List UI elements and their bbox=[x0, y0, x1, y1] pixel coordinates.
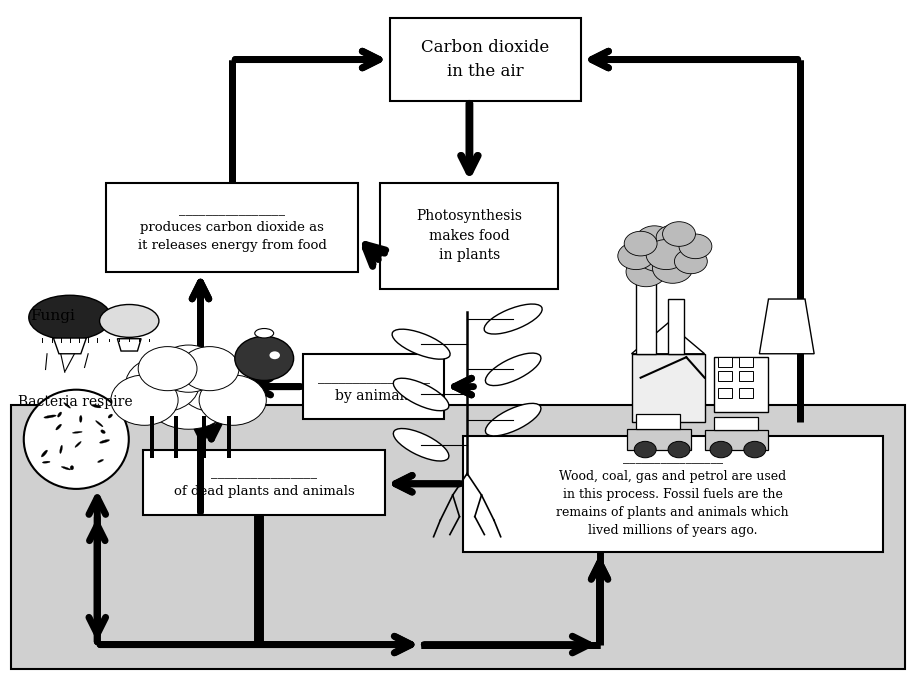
Circle shape bbox=[744, 441, 766, 458]
Circle shape bbox=[624, 232, 657, 256]
Ellipse shape bbox=[95, 420, 104, 427]
Ellipse shape bbox=[100, 304, 158, 337]
Circle shape bbox=[710, 441, 732, 458]
Ellipse shape bbox=[98, 460, 104, 462]
Ellipse shape bbox=[56, 424, 61, 430]
Ellipse shape bbox=[24, 390, 129, 489]
Bar bbox=[739, 357, 753, 368]
Bar bbox=[380, 183, 559, 289]
Circle shape bbox=[199, 375, 267, 425]
Ellipse shape bbox=[108, 414, 113, 418]
Ellipse shape bbox=[392, 329, 450, 359]
Text: Bacteria respire: Bacteria respire bbox=[17, 394, 133, 409]
Ellipse shape bbox=[393, 429, 449, 461]
Circle shape bbox=[636, 226, 672, 254]
Ellipse shape bbox=[393, 379, 449, 411]
Bar bbox=[389, 19, 582, 100]
Ellipse shape bbox=[71, 466, 73, 470]
Polygon shape bbox=[631, 323, 704, 354]
Text: ________________
produces carbon dioxide as
it releases energy from food: ________________ produces carbon dioxide… bbox=[137, 203, 326, 251]
Ellipse shape bbox=[64, 403, 71, 408]
Bar bbox=[718, 357, 732, 368]
Ellipse shape bbox=[485, 353, 541, 385]
Bar bbox=[10, 405, 906, 668]
Text: Carbon dioxide
in the air: Carbon dioxide in the air bbox=[421, 39, 550, 80]
Bar bbox=[627, 429, 691, 449]
Circle shape bbox=[157, 345, 220, 392]
Ellipse shape bbox=[101, 430, 105, 433]
Bar bbox=[636, 278, 656, 354]
Circle shape bbox=[662, 222, 695, 247]
Circle shape bbox=[634, 441, 656, 458]
Text: ________________
Wood, coal, gas and petrol are used
in this process. Fossil fue: ________________ Wood, coal, gas and pet… bbox=[556, 451, 789, 537]
Text: ________________
of dead plants and animals: ________________ of dead plants and anim… bbox=[173, 466, 354, 497]
Polygon shape bbox=[53, 338, 86, 354]
Ellipse shape bbox=[485, 304, 542, 334]
Circle shape bbox=[125, 357, 199, 412]
Circle shape bbox=[646, 240, 686, 269]
Circle shape bbox=[652, 254, 692, 283]
Ellipse shape bbox=[485, 403, 541, 436]
Ellipse shape bbox=[58, 412, 61, 417]
Ellipse shape bbox=[28, 295, 111, 340]
Polygon shape bbox=[759, 299, 814, 354]
Bar bbox=[631, 354, 704, 423]
Ellipse shape bbox=[41, 450, 48, 457]
Ellipse shape bbox=[255, 328, 274, 338]
Circle shape bbox=[145, 363, 233, 429]
Bar bbox=[704, 430, 769, 449]
Circle shape bbox=[180, 347, 239, 391]
Circle shape bbox=[636, 238, 682, 271]
Circle shape bbox=[656, 225, 689, 250]
Circle shape bbox=[674, 249, 707, 273]
Ellipse shape bbox=[92, 405, 101, 408]
Bar bbox=[636, 414, 680, 429]
Ellipse shape bbox=[61, 466, 71, 470]
Bar bbox=[143, 449, 385, 515]
Bar bbox=[668, 299, 684, 354]
Ellipse shape bbox=[75, 442, 82, 447]
Bar bbox=[718, 371, 732, 381]
Bar bbox=[106, 183, 357, 271]
Ellipse shape bbox=[42, 461, 50, 463]
Circle shape bbox=[626, 257, 666, 286]
Polygon shape bbox=[117, 339, 141, 351]
Text: ________________
by animals: ________________ by animals bbox=[318, 370, 430, 403]
Bar bbox=[718, 388, 732, 398]
Ellipse shape bbox=[44, 415, 56, 418]
Circle shape bbox=[138, 347, 197, 391]
Circle shape bbox=[234, 337, 294, 381]
Circle shape bbox=[679, 234, 712, 259]
Circle shape bbox=[111, 375, 178, 425]
Circle shape bbox=[668, 441, 690, 458]
Circle shape bbox=[269, 351, 280, 359]
Ellipse shape bbox=[60, 445, 62, 453]
Circle shape bbox=[663, 236, 700, 262]
Bar bbox=[463, 436, 883, 552]
Bar bbox=[739, 371, 753, 381]
Ellipse shape bbox=[80, 416, 82, 423]
Text: Fungi: Fungi bbox=[30, 309, 75, 323]
Ellipse shape bbox=[72, 431, 82, 433]
Text: Photosynthesis
makes food
in plants: Photosynthesis makes food in plants bbox=[417, 210, 522, 262]
Bar bbox=[303, 354, 444, 419]
Ellipse shape bbox=[100, 440, 110, 443]
Circle shape bbox=[178, 357, 252, 412]
Bar bbox=[739, 388, 753, 398]
Bar bbox=[714, 357, 769, 412]
Circle shape bbox=[617, 243, 654, 269]
Bar bbox=[714, 417, 758, 430]
